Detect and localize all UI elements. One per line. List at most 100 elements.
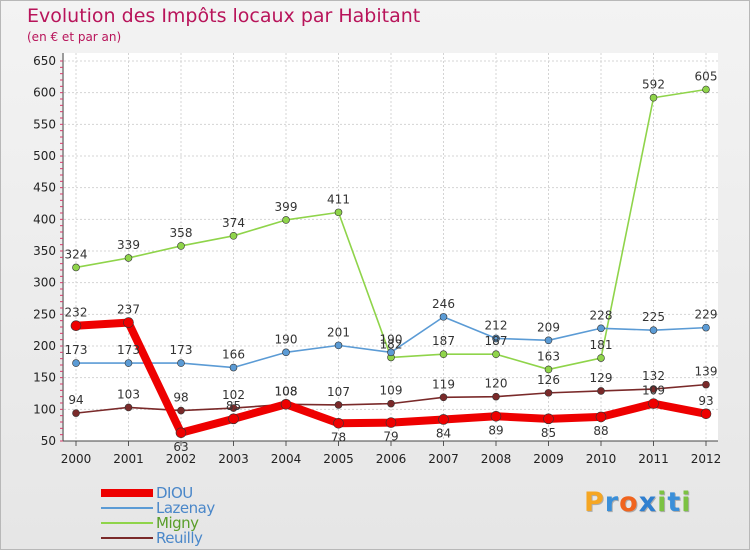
data-point <box>702 323 710 332</box>
data-label: 93 <box>698 394 713 408</box>
data-label: 89 <box>488 423 503 437</box>
y-tick-label: 400 <box>33 212 56 226</box>
data-point <box>438 414 449 425</box>
data-label: 120 <box>485 377 508 391</box>
data-label: 107 <box>327 385 350 399</box>
data-point <box>334 208 343 217</box>
data-point <box>702 85 710 94</box>
x-tick-label: 2001 <box>113 452 144 466</box>
data-label: 85 <box>541 426 556 440</box>
brand-letter: P <box>584 487 605 518</box>
data-label: 605 <box>695 70 718 84</box>
data-label: 212 <box>485 318 508 332</box>
data-point <box>229 404 238 412</box>
data-label: 163 <box>537 349 560 363</box>
brand-letter: t <box>667 487 682 518</box>
data-label: 237 <box>117 303 140 317</box>
data-point <box>124 359 133 367</box>
data-label: 399 <box>275 200 298 214</box>
data-point <box>124 254 133 262</box>
data-label: 102 <box>222 388 245 402</box>
x-tick-label: 2009 <box>533 452 564 466</box>
data-label: 85 <box>226 399 241 413</box>
brand-letter: i <box>681 487 692 518</box>
data-point <box>229 363 238 372</box>
data-label: 182 <box>380 337 403 351</box>
data-point <box>492 392 500 401</box>
legend-swatch <box>101 489 153 497</box>
data-label: 246 <box>432 297 455 311</box>
data-point <box>648 398 659 409</box>
chart-title: Evolution des Impôts locaux par Habitant <box>27 5 421 27</box>
x-tick-label: 2006 <box>376 452 407 466</box>
data-point <box>597 324 605 333</box>
data-label: 84 <box>436 426 451 440</box>
data-point <box>387 399 395 408</box>
legend-label: Migny <box>156 514 199 532</box>
data-point <box>387 348 395 357</box>
data-label: 592 <box>642 78 665 92</box>
data-point <box>702 380 710 389</box>
data-point <box>544 365 553 374</box>
data-point <box>177 359 185 367</box>
data-point <box>334 401 343 409</box>
data-label: 339 <box>117 238 140 252</box>
brand-letter: r <box>604 487 620 518</box>
legend-swatch <box>101 522 153 524</box>
data-point <box>282 348 290 357</box>
data-point <box>544 336 553 345</box>
data-label: 190 <box>380 332 403 346</box>
data-label: 108 <box>275 384 298 398</box>
y-tick-label: 300 <box>33 276 56 290</box>
data-point <box>492 334 500 343</box>
data-label: 201 <box>327 325 350 339</box>
x-tick-label: 2005 <box>323 452 354 466</box>
data-point <box>543 413 554 425</box>
x-tick-label: 2010 <box>586 452 617 466</box>
data-point <box>228 413 239 425</box>
data-point <box>229 232 238 240</box>
y-tick-label: 350 <box>33 244 56 258</box>
legend-swatch <box>101 537 153 539</box>
data-label: 129 <box>590 371 613 385</box>
data-label: 109 <box>380 384 403 398</box>
data-label: 109 <box>642 384 665 398</box>
data-point <box>72 359 80 367</box>
data-label: 132 <box>642 369 665 383</box>
data-label: 324 <box>65 247 88 261</box>
data-label: 358 <box>170 226 193 240</box>
data-point <box>595 411 607 423</box>
y-tick-label: 550 <box>33 117 56 131</box>
data-point <box>70 320 82 332</box>
data-point <box>72 263 80 272</box>
x-tick-label: 2004 <box>271 452 302 466</box>
x-tick-label: 2002 <box>166 452 197 466</box>
data-label: 232 <box>65 306 88 320</box>
data-label: 119 <box>432 377 455 391</box>
data-label: 139 <box>695 365 718 379</box>
data-point <box>597 354 605 362</box>
data-label: 374 <box>222 216 245 230</box>
x-tick-label: 2000 <box>61 452 92 466</box>
data-label: 228 <box>590 308 613 322</box>
y-tick-label: 650 <box>33 54 56 68</box>
brand-logo: Proxiti <box>584 487 692 518</box>
data-point <box>72 409 80 417</box>
data-point <box>439 393 448 402</box>
data-point <box>597 387 605 395</box>
chart-subtitle: (en € et par an) <box>27 30 122 44</box>
y-tick-label: 150 <box>33 371 56 385</box>
data-point <box>175 427 187 439</box>
data-label: 98 <box>173 391 188 405</box>
data-point <box>123 317 134 328</box>
y-tick-label: 50 <box>41 434 56 448</box>
y-tick-label: 200 <box>33 339 56 353</box>
data-point <box>490 410 502 422</box>
data-label: 411 <box>327 192 350 206</box>
y-tick-label: 100 <box>33 402 56 416</box>
data-point <box>334 341 343 350</box>
data-label: 126 <box>537 373 560 387</box>
data-point <box>700 408 712 420</box>
